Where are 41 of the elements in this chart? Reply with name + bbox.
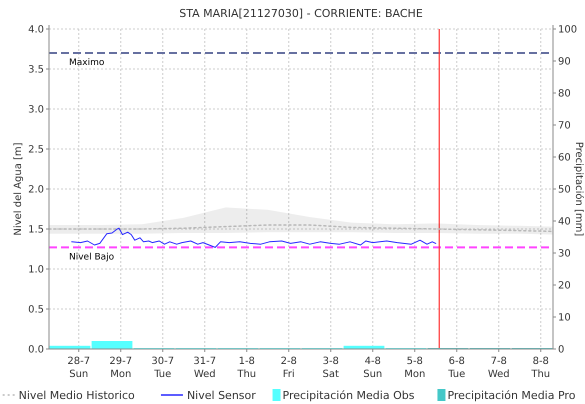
y2-tick-label: 20 — [558, 280, 571, 292]
x-tick-label: 3-8 Sat — [322, 356, 340, 380]
legend-label: Precipitación Media Pro — [447, 389, 576, 402]
y-tick-label: 3.5 — [28, 64, 44, 76]
x-tick-label: 4-8 Sun — [363, 356, 382, 380]
y-tick-label: 4.0 — [28, 24, 44, 36]
y2-tick-label: 80 — [558, 88, 571, 100]
legend-label: Precipitación Media Obs — [282, 389, 415, 402]
x-tick-label: 1-8 Thu — [236, 356, 256, 380]
legend-label: Nivel Medio Historico — [18, 389, 136, 402]
y2-tick-label: 90 — [558, 56, 571, 68]
y-tick-label: 0.5 — [28, 304, 44, 316]
x-tick-label: 29-7 Mon — [109, 356, 132, 380]
y-tick-label: 2.5 — [28, 144, 44, 156]
y2-axis-title: Precipitación [mm] — [573, 142, 584, 236]
y-tick-label: 1.0 — [28, 264, 44, 276]
y2-tick-label: 10 — [558, 312, 571, 324]
x-tick-label: 7-8 Wed — [488, 356, 510, 380]
y2-tick-label: 40 — [558, 216, 571, 228]
y2-tick-label: 60 — [558, 152, 571, 164]
y-tick-label: 3.0 — [28, 104, 44, 116]
y-axis-title: Nivel del Agua [m] — [13, 142, 24, 236]
x-tick-label: 30-7 Tue — [151, 356, 174, 380]
ref-line-label: Maximo — [69, 58, 105, 68]
legend-label: Nivel Sensor — [186, 389, 256, 402]
x-tick-label: 28-7 Sun — [67, 356, 90, 380]
y2-tick-label: 50 — [558, 184, 571, 196]
ref-line-label: Nivel Bajo — [69, 252, 115, 262]
chart-title: STA MARIA[21127030] - CORRIENTE: BACHE — [179, 7, 423, 20]
y2-tick-label: 70 — [558, 120, 571, 132]
x-tick-label: 8-8 Thu — [530, 356, 550, 380]
x-tick-label: 31-7 Wed — [193, 356, 216, 380]
y-tick-label: 1.5 — [28, 224, 44, 236]
y2-tick-label: 0 — [558, 344, 564, 356]
x-tick-label: 5-8 Mon — [404, 356, 426, 380]
y2-tick-label: 100 — [558, 24, 578, 36]
x-tick-label: 2-8 Fri — [280, 356, 297, 380]
y2-tick-label: 30 — [558, 248, 571, 260]
y-tick-label: 0.0 — [28, 344, 44, 356]
x-tick-label: 6-8 Tue — [447, 356, 466, 380]
y-tick-label: 2.0 — [28, 184, 44, 196]
